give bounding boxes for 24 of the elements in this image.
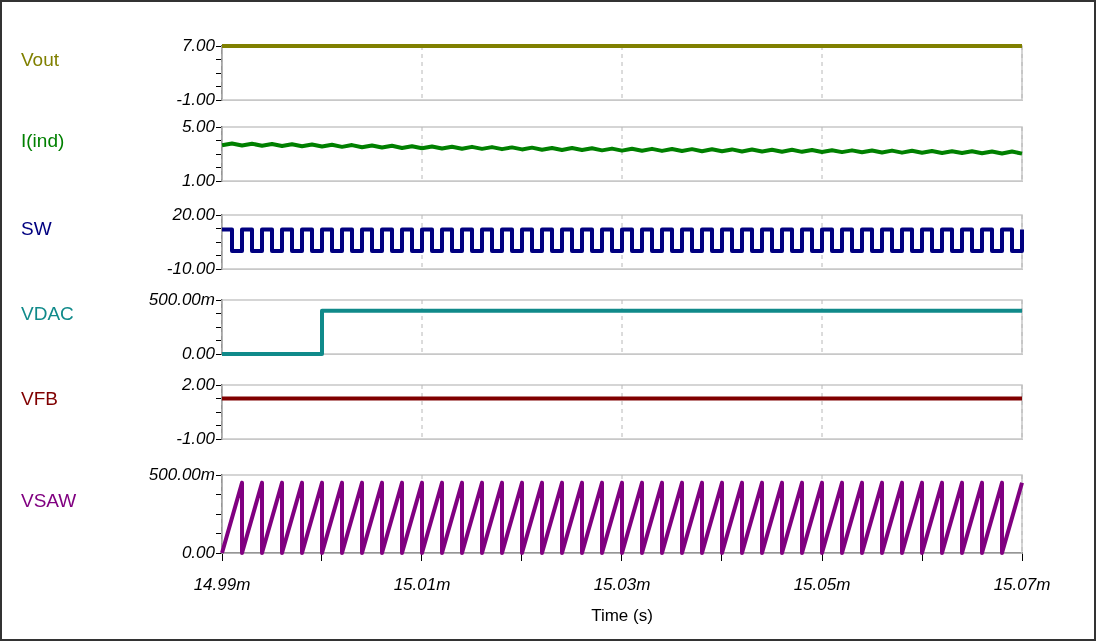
text: SW: [21, 218, 52, 240]
y-tick-label: 500.00m: [148, 289, 215, 309]
text: VFB: [21, 388, 58, 410]
text: Vout: [21, 49, 60, 71]
y-tick-label: 20.00: [171, 204, 216, 224]
y-tick-label: -1.00: [176, 89, 216, 109]
text: VSAW: [21, 490, 77, 512]
x-tick-label: 15.01m: [393, 574, 451, 594]
y-tick-label: 0.00: [181, 343, 216, 363]
text: VDAC: [21, 303, 74, 325]
y-tick-label: 500.00m: [148, 464, 215, 484]
x-tick-label: 15.07m: [993, 574, 1051, 594]
y-tick-label: 7.00: [181, 35, 216, 55]
y-tick-label: 2.00: [180, 374, 216, 394]
y-tick-label: -10.00: [166, 258, 216, 278]
y-tick-label: 1.00: [181, 170, 216, 190]
x-tick-label: 14.99m: [193, 574, 251, 594]
y-tick-label: -1.00: [176, 428, 216, 448]
x-tick-label: 15.03m: [593, 574, 651, 594]
x-tick-label: 15.05m: [793, 574, 851, 594]
text: I(ind): [21, 130, 65, 152]
y-tick-label: 5.00: [181, 116, 216, 136]
y-tick-label: 0.00: [181, 542, 216, 562]
x-axis-title: Time (s): [591, 606, 653, 626]
